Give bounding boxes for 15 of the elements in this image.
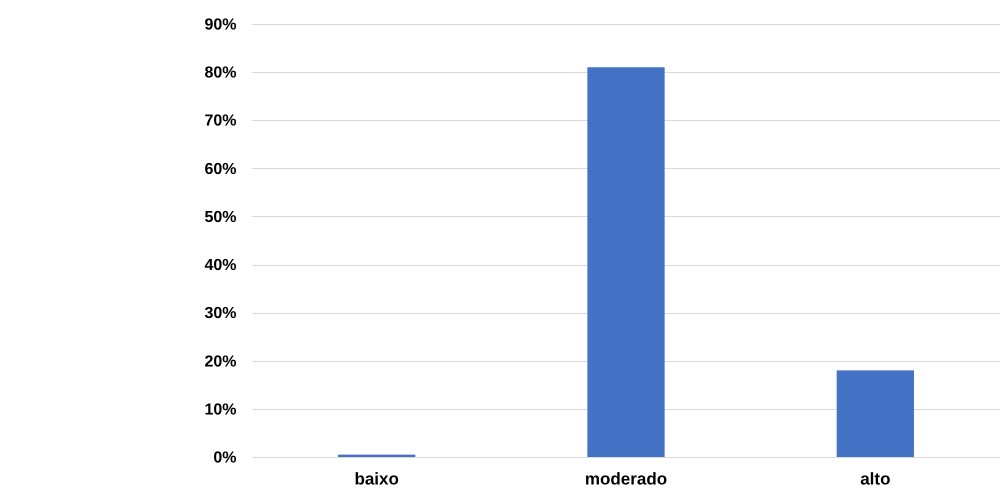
bar	[587, 67, 665, 457]
x-tick-label: alto	[860, 470, 890, 488]
bar	[836, 370, 914, 457]
y-tick-label: 70%	[204, 112, 236, 130]
y-tick-label: 30%	[204, 305, 236, 322]
y-tick-label: 10%	[204, 401, 236, 418]
x-tick-label: baixo	[354, 470, 399, 488]
y-tick-label: 60%	[204, 160, 236, 178]
y-tick-label: 90%	[204, 16, 236, 34]
y-tick-label: 80%	[204, 64, 236, 82]
y-tick-label: 20%	[204, 353, 236, 370]
y-tick-label: 0%	[213, 450, 236, 466]
y-tick-label: 40%	[204, 257, 236, 274]
y-tick-label: 50%	[204, 208, 236, 226]
x-tick-label: moderado	[584, 470, 668, 488]
